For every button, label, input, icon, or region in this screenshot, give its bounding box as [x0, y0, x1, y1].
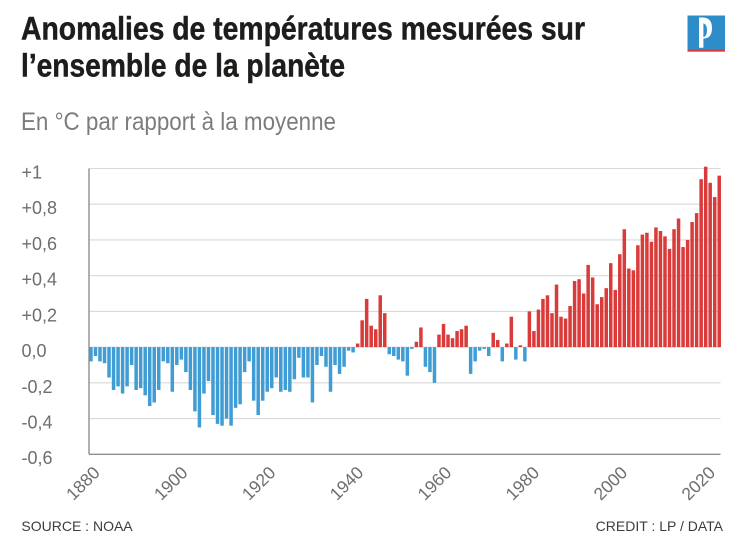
svg-text:+0,6: +0,6	[22, 234, 58, 254]
svg-text:Anomalies de températures mesu: Anomalies de températures mesurées sur	[21, 11, 585, 47]
svg-text:-0,6: -0,6	[22, 448, 53, 468]
svg-text:+0,4: +0,4	[22, 270, 58, 290]
svg-text:l’ensemble de la planète: l’ensemble de la planète	[21, 48, 345, 84]
svg-text:0,0: 0,0	[22, 341, 47, 361]
svg-text:CREDIT : LP / DATA: CREDIT : LP / DATA	[596, 518, 724, 534]
svg-text:En °C par rapport à la moyenne: En °C par rapport à la moyenne	[21, 108, 336, 136]
svg-text:-0,4: -0,4	[22, 412, 53, 432]
svg-text:-0,2: -0,2	[22, 377, 53, 397]
svg-text:SOURCE : NOAA: SOURCE : NOAA	[21, 518, 133, 534]
svg-text:+0,8: +0,8	[22, 198, 58, 218]
svg-text:+1: +1	[22, 162, 43, 182]
svg-text:+0,2: +0,2	[22, 305, 58, 325]
